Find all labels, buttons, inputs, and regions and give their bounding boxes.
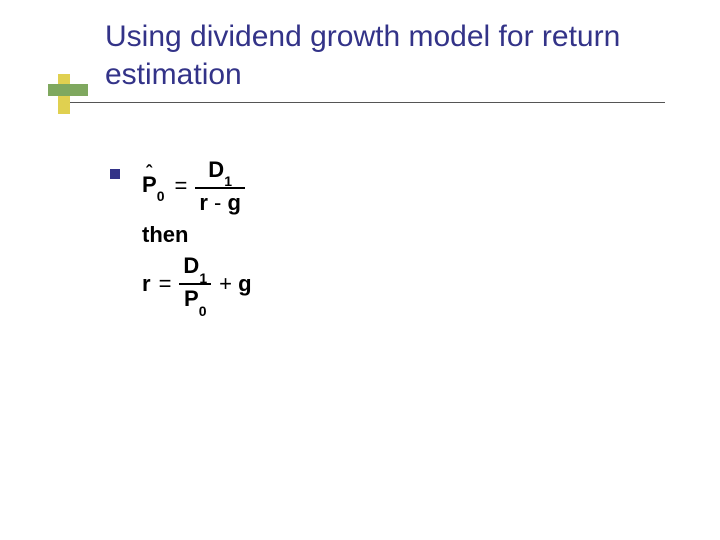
r-lhs: r: [142, 271, 151, 297]
denominator-2: P0: [180, 287, 210, 314]
title-divider: [70, 102, 665, 103]
accent-icon: [48, 74, 88, 114]
d-sub-2: 1: [199, 270, 207, 286]
hat-symbol: ˆ: [146, 162, 152, 183]
plus-op: +: [219, 271, 232, 296]
accent-bar-horizontal: [48, 84, 88, 96]
slide-title: Using dividend growth model for return e…: [105, 18, 675, 93]
numerator: D1: [204, 158, 236, 185]
g-var: g: [227, 190, 240, 215]
numerator-2: D1: [179, 254, 211, 281]
connector-then: then: [142, 222, 362, 248]
p-sub: 0: [157, 188, 165, 204]
d-sub: 1: [224, 173, 232, 189]
d-var: D: [208, 157, 224, 182]
formula-block: ˆ P0 D1 r - g then r: [142, 158, 362, 314]
equals-sign-2: [159, 271, 170, 297]
g-var-2: g: [238, 271, 251, 296]
denominator: r - g: [195, 191, 245, 214]
title-block: Using dividend growth model for return e…: [105, 18, 675, 93]
fraction-d1-rg: D1 r - g: [195, 158, 245, 214]
equation-price: ˆ P0 D1 r - g: [142, 158, 362, 214]
plus-g: + g: [219, 271, 251, 297]
fraction-bar: [195, 187, 245, 189]
d-var-2: D: [183, 253, 199, 278]
bullet-icon: [110, 169, 120, 179]
equation-return: r D1 P0 + g: [142, 254, 362, 314]
p-var-2: P: [184, 286, 199, 311]
r-var: r: [199, 190, 208, 215]
fraction-d1-p0: D1 P0: [179, 254, 211, 314]
p-hat: ˆ P0: [142, 172, 164, 200]
slide: Using dividend growth model for return e…: [0, 0, 720, 540]
p-sub-2: 0: [199, 303, 207, 319]
minus-op: -: [214, 190, 221, 215]
equals-sign: [174, 173, 185, 199]
